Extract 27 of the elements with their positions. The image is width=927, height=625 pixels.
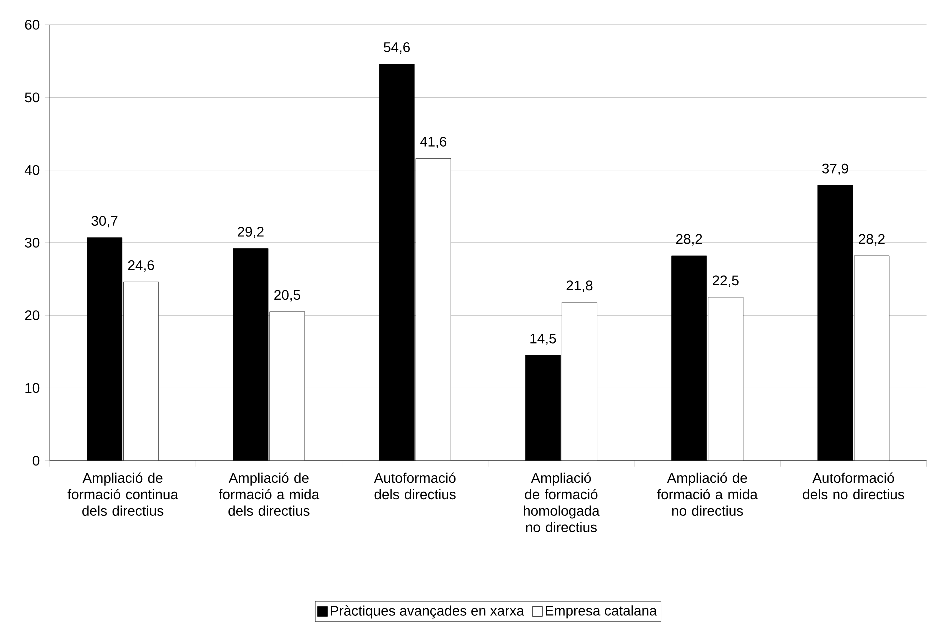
data-label: 30,7	[92, 216, 118, 228]
x-tick-label: Ampliació de formació continua dels directius	[68, 472, 178, 516]
y-tick-label: 20	[25, 310, 40, 321]
data-label: 29,2	[238, 227, 264, 239]
data-label: 14,5	[530, 334, 556, 346]
x-tick-label: Autoformació dels directius	[374, 472, 456, 500]
data-label: 24,6	[128, 260, 154, 272]
data-label: 37,9	[822, 164, 848, 176]
data-label: 54,6	[384, 42, 410, 54]
data-label: 41,6	[420, 137, 447, 149]
data-label: 21,8	[566, 280, 593, 292]
legend-label: Empresa catalana	[546, 606, 658, 619]
y-tick-label: 40	[24, 165, 40, 176]
y-tick-label: 10	[26, 383, 40, 394]
y-tick-label: 0	[32, 456, 40, 466]
y-tick-label: 60	[25, 20, 40, 30]
data-label: 28,2	[676, 234, 702, 246]
x-tick-label: Autoformació dels no directius	[803, 472, 904, 500]
data-label: 22,5	[713, 276, 739, 288]
x-tick-label: Ampliació de formació a mida no directius	[657, 472, 758, 516]
data-label: 20,5	[274, 290, 300, 302]
y-tick-label: 30	[25, 238, 40, 248]
x-tick-label: Ampliació de formació a mida dels directius	[219, 472, 320, 516]
data-label: 28,2	[859, 234, 885, 246]
x-tick-label: Ampliació de formació homologada no directius	[524, 472, 600, 533]
y-tick-label: 50	[25, 92, 40, 103]
legend-label: Pràctiques avançades en xarxa	[331, 606, 524, 619]
